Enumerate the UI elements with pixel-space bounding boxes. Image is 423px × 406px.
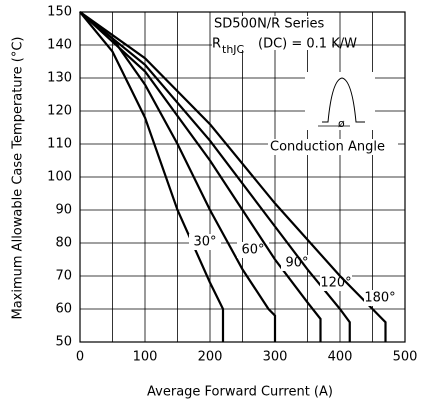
y-tick-label: 110 [47, 137, 72, 152]
curve-label-bg [237, 242, 269, 258]
curve [79, 11, 351, 342]
conduction-label: Conduction Angle [270, 140, 385, 155]
curve-label: 180° [364, 291, 395, 306]
waveform-icon [322, 77, 365, 123]
curve-label-bg [364, 290, 396, 306]
y-tick-label: 130 [47, 71, 72, 86]
plot-frame [79, 11, 406, 343]
y-tick-label: 140 [47, 38, 72, 53]
x-axis-label: Average Forward Current (A) [147, 385, 333, 400]
curve-label: 90° [285, 256, 308, 271]
series-title: SD500N/R Series [214, 17, 325, 32]
curve [79, 11, 322, 342]
y-tick-label: 150 [47, 5, 72, 20]
y-tick-label: 100 [47, 170, 72, 185]
x-tick-label: 0 [76, 350, 84, 365]
x-tick-label: 400 [328, 350, 353, 365]
x-tick-label: 200 [198, 350, 223, 365]
annotation-bg [212, 16, 332, 50]
phi: ø [338, 117, 345, 130]
rth-sub: thJC [222, 43, 245, 56]
y-tick-label: 80 [55, 236, 72, 251]
conduction-bg [268, 139, 398, 155]
rth-rest: (DC) = 0.1 K/W [258, 37, 357, 52]
y-tick-label: 60 [55, 302, 72, 317]
y-tick-label: 90 [55, 203, 72, 218]
curve-label: 30° [193, 235, 216, 250]
x-tick-label: 100 [133, 350, 158, 365]
curve-label-bg [189, 234, 221, 250]
curve [79, 11, 277, 342]
y-axis-label: Maximum Allowable Case Temperature (°C) [11, 37, 26, 320]
icon-bg [305, 72, 375, 130]
rth-r: R [212, 37, 221, 52]
x-tick-label: 300 [263, 350, 288, 365]
y-tick-label: 120 [47, 104, 72, 119]
curve [79, 11, 387, 342]
x-tick-label: 500 [393, 350, 418, 365]
y-tick-label: 50 [55, 335, 72, 350]
curve-label: 60° [241, 243, 264, 258]
y-tick-label: 70 [55, 269, 72, 284]
